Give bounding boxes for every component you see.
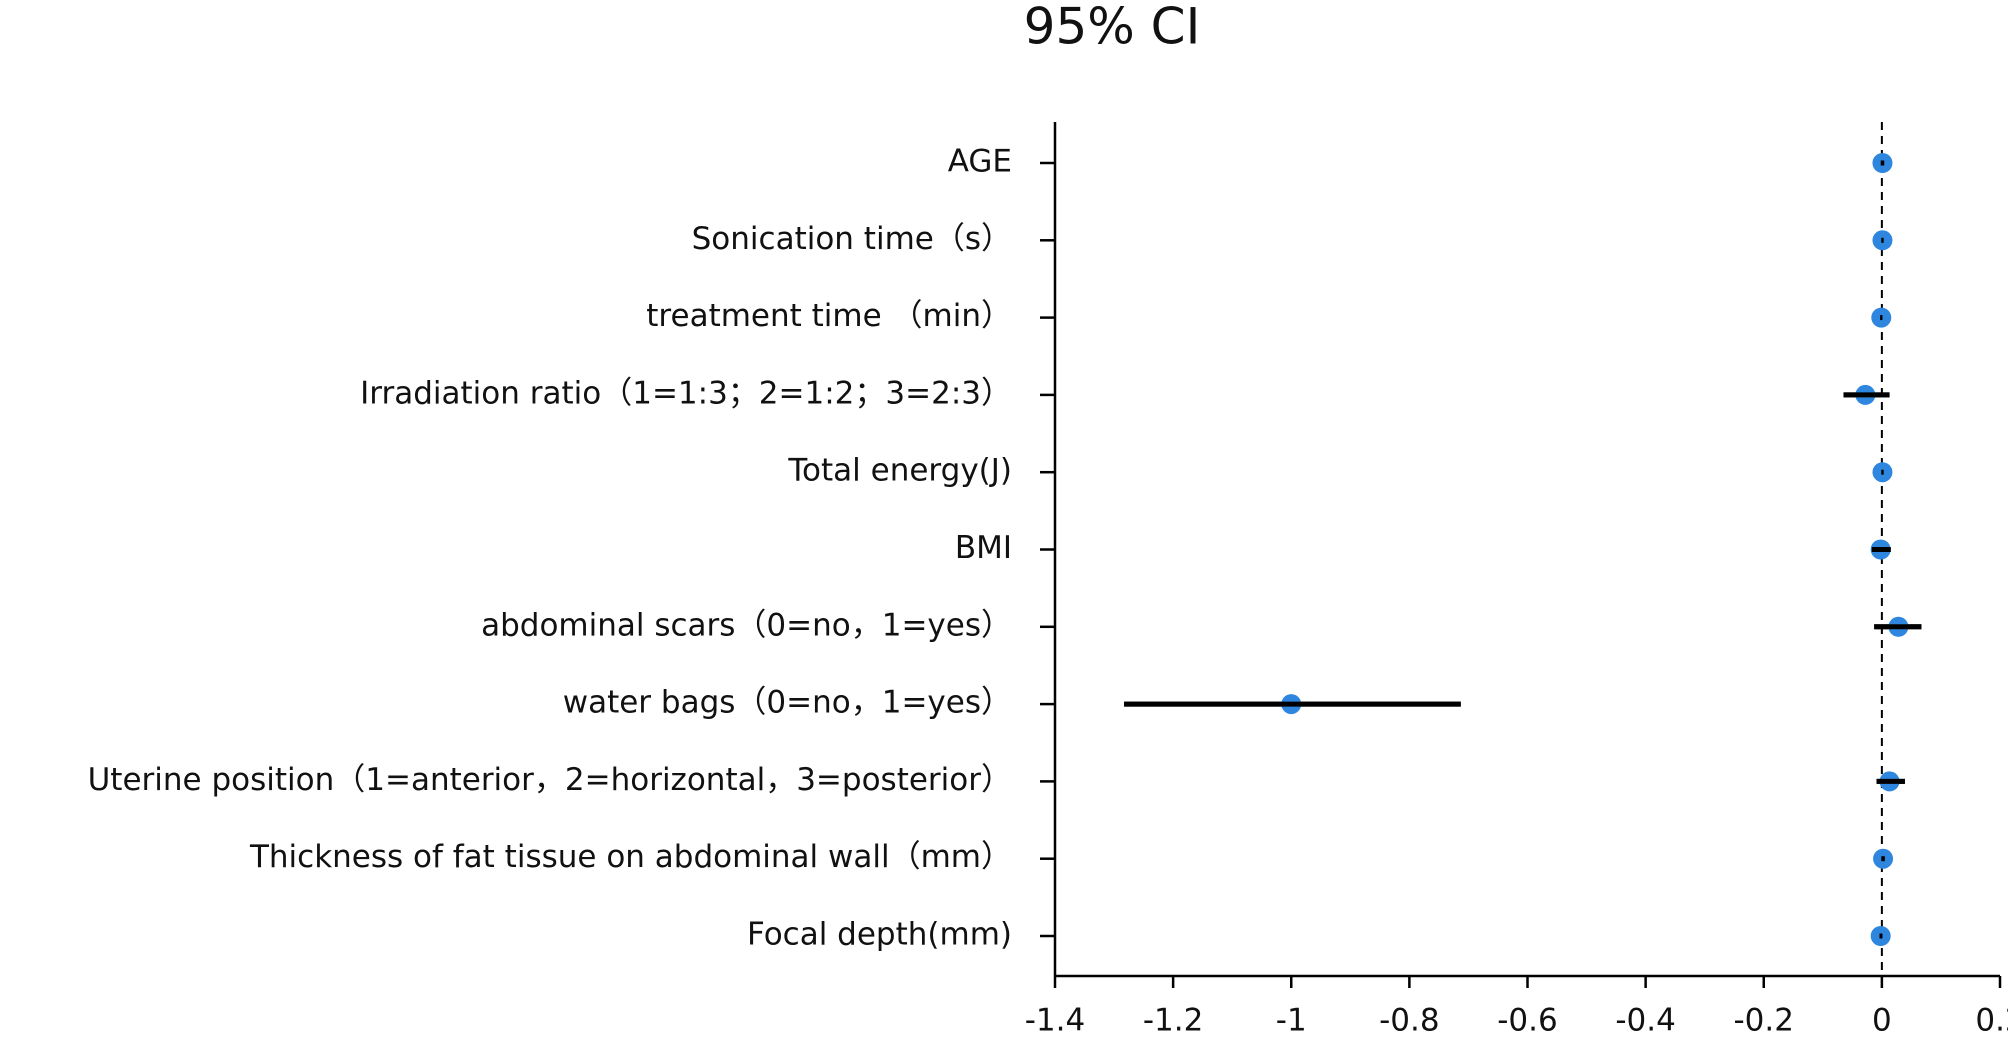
y-tick-label: Uterine position（1=anterior，2=horizontal… bbox=[88, 762, 1012, 798]
y-tick-label: Thickness of fat tissue on abdominal wal… bbox=[249, 839, 1012, 875]
x-tick-label: -1.4 bbox=[1025, 1003, 1086, 1039]
y-tick-label: water bags（0=no，1=yes） bbox=[563, 685, 1012, 721]
x-tick-label: 0 bbox=[1872, 1003, 1892, 1039]
y-tick-label: AGE bbox=[948, 144, 1012, 180]
x-tick-label: -1.2 bbox=[1143, 1003, 1204, 1039]
y-tick-label: Total energy(J) bbox=[787, 453, 1012, 489]
y-tick-label: Focal depth(mm) bbox=[747, 917, 1012, 953]
x-tick-label: 0.2 bbox=[1975, 1003, 2008, 1039]
x-tick-label: -1 bbox=[1276, 1003, 1307, 1039]
y-tick-label: Irradiation ratio（1=1:3；2=1:2；3=2:3） bbox=[360, 375, 1012, 411]
x-tick-label: -0.6 bbox=[1497, 1003, 1558, 1039]
x-tick-label: -0.4 bbox=[1615, 1003, 1676, 1039]
chart-title: 95% CI bbox=[1024, 0, 1201, 56]
x-tick-label: -0.8 bbox=[1379, 1003, 1440, 1039]
y-tick-label: BMI bbox=[955, 530, 1012, 566]
x-tick-label: -0.2 bbox=[1734, 1003, 1795, 1039]
y-tick-label: abdominal scars（0=no，1=yes） bbox=[481, 607, 1012, 643]
y-tick-label: treatment time （min） bbox=[646, 298, 1012, 334]
y-tick-label: Sonication time（s） bbox=[692, 221, 1012, 257]
